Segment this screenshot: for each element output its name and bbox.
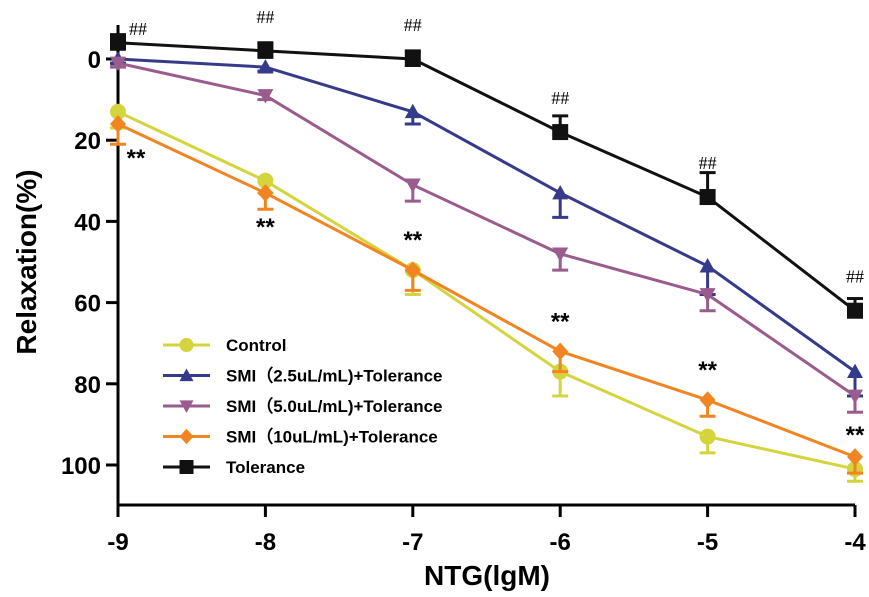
data-point [257,59,274,74]
significance-stars: ** [698,357,717,384]
data-point [552,124,569,141]
data-point [257,42,274,59]
data-point [404,51,421,67]
significance-hash: ## [846,267,864,287]
annotations-layer: ## ## ## ## ## ## ** ** ** ** ** ** [127,7,865,449]
significance-stars: ** [846,422,865,449]
legend-marker [179,428,194,445]
legend-label: Control [226,336,286,355]
x-axis-title: NTG(lgM) [424,560,550,591]
significance-hash: ## [129,19,147,39]
legend-item: Control [163,336,286,355]
y-tick-label: 80 [74,372,101,399]
legend-marker [179,460,194,474]
series-tolerance [110,33,863,319]
data-point [699,258,716,273]
legend-item: SMI（5.0uL/mL)+Tolerance [163,396,442,416]
x-tick-label: -4 [844,529,866,556]
data-point [847,389,863,404]
legend-item: SMI（2.5uL/mL)+Tolerance [163,366,442,386]
significance-hash: ## [256,7,274,27]
significance-stars: ** [256,214,275,241]
data-point [699,189,716,206]
legend-label: SMI（2.5uL/mL)+Tolerance [226,366,442,386]
x-tick-label: -8 [255,529,276,556]
data-point [699,288,716,303]
significance-hash: ## [699,153,717,173]
data-point [257,89,274,104]
data-point [110,103,126,120]
legend: Control SMI（2.5uL/mL)+Tolerance SMI（5.0uL/… [163,336,442,477]
x-tick-label: -5 [697,529,718,556]
data-point [110,115,126,133]
significance-hash: ## [404,15,422,35]
data-point [552,247,569,262]
series-layer [110,33,863,483]
y-tick-label: 100 [61,453,101,480]
legend-marker [179,400,194,413]
legend-item: Tolerance [163,458,305,477]
significance-hash: ## [551,88,569,108]
data-point [699,428,716,445]
data-point [404,178,421,193]
data-point [847,448,863,466]
series-control [110,103,863,483]
series-line [117,122,856,459]
data-point [552,184,569,200]
y-tick-label: 40 [74,209,101,236]
data-point [110,34,126,51]
data-point [404,261,421,279]
legend-label: SMI（5.0uL/mL)+Tolerance [226,396,442,416]
y-axis-title: Relaxation(%) [11,169,42,354]
legend-marker [179,368,194,382]
legend-item: SMI（10uL/mL)+Tolerance [163,427,438,447]
series-smi-2-5ul-ml-tolerance [110,51,863,398]
data-point [404,103,421,119]
significance-stars: ** [551,308,570,335]
x-tick-label: -7 [402,529,423,556]
data-point [699,391,716,409]
series-line [117,57,856,373]
y-tick-label: 0 [88,47,101,74]
data-point [847,363,863,379]
series-smi-5-0ul-ml-tolerance [110,56,863,414]
significance-stars: ** [403,227,422,254]
x-tick-label: -6 [550,529,571,556]
legend-label: SMI（10uL/mL)+Tolerance [226,427,438,447]
data-point [257,172,274,189]
legend-marker [179,338,194,352]
series-line [117,110,856,471]
series-line [117,41,856,312]
legend-label: Tolerance [226,458,305,477]
data-point [110,56,126,72]
data-point [552,342,569,361]
y-tick-label: 20 [74,128,101,155]
significance-stars: ** [127,145,146,172]
series-line [117,61,856,398]
data-point [257,184,274,202]
y-tick-label: 60 [74,291,101,318]
x-tick-label: -9 [107,529,128,556]
axes: -9 -8 -7 -6 -5 -4 0 20 40 60 80 100 [61,25,866,556]
series-smi-10ul-ml-tolerance [110,115,863,475]
data-point [847,302,863,319]
